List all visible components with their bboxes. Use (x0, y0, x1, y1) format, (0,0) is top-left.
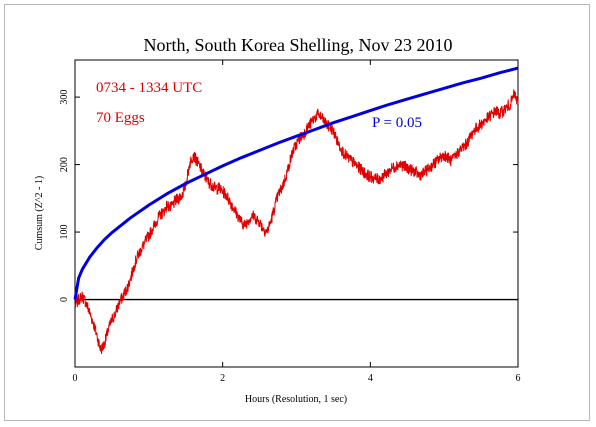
x-tick-label: 4 (368, 373, 373, 384)
x-axis-label: Hours (Resolution, 1 sec) (245, 394, 347, 405)
y-tick-label: 200 (59, 157, 70, 172)
x-tick-label: 2 (220, 373, 225, 384)
axis-ticks: 0 2 4 6 0 100 200 300 (59, 60, 521, 384)
cumsum-trace (74, 89, 519, 355)
egg-count-label: 70 Eggs (96, 110, 145, 126)
time-range-label: 0734 - 1334 UTC (96, 80, 202, 96)
y-tick-label: 0 (59, 297, 70, 302)
plot-border (74, 59, 519, 368)
chart-title: North, South Korea Shelling, Nov 23 2010 (144, 35, 453, 55)
x-tick-label: 0 (73, 373, 78, 384)
y-tick-label: 300 (59, 90, 70, 105)
y-tick-label: 100 (59, 225, 70, 240)
probability-label: P = 0.05 (372, 115, 422, 131)
plot-area (74, 59, 519, 368)
chart-frame (4, 4, 590, 421)
p05-envelope-curve (73, 66, 519, 300)
y-axis-label: Cumsum (Z^2 - 1) (34, 176, 45, 250)
x-tick-label: 6 (516, 373, 521, 384)
